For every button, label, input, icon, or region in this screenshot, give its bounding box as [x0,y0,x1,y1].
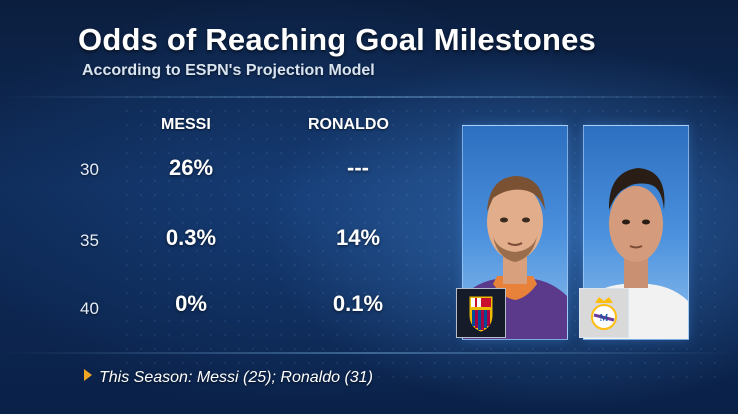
triangle-bullet-icon [84,369,92,381]
ronaldo-odds-value: --- [347,155,369,180]
column-header-ronaldo: RONALDO [308,116,389,133]
milestone-label: 30 [80,160,99,179]
column-header-messi: MESSI [161,116,211,133]
milestone-label: 40 [80,299,99,318]
messi-odds-value: 0% [175,291,207,316]
svg-text:M: M [600,313,609,324]
background-light-streak [0,96,738,98]
fc-barcelona-crest-icon [456,288,506,338]
real-madrid-crest-icon: M [579,288,629,338]
season-footnote: This Season: Messi (25); Ronaldo (31) [84,369,373,387]
ronaldo-odds-value: 14% [335,225,381,250]
real-madrid-crest-shape: M [591,297,617,330]
milestone-label: 35 [80,231,99,250]
messi-odds-value: 0.3% [165,225,217,250]
fc-barcelona-crest-shape [469,296,493,332]
background-light-streak [0,352,738,354]
ronaldo-odds-value: 0.1% [332,291,384,316]
graphic-subtitle: According to ESPN's Projection Model [82,62,375,79]
season-footnote-text: This Season: Messi (25); Ronaldo (31) [99,369,373,386]
messi-odds-value: 26% [168,155,214,180]
graphic-title: Odds of Reaching Goal Milestones [78,22,596,57]
